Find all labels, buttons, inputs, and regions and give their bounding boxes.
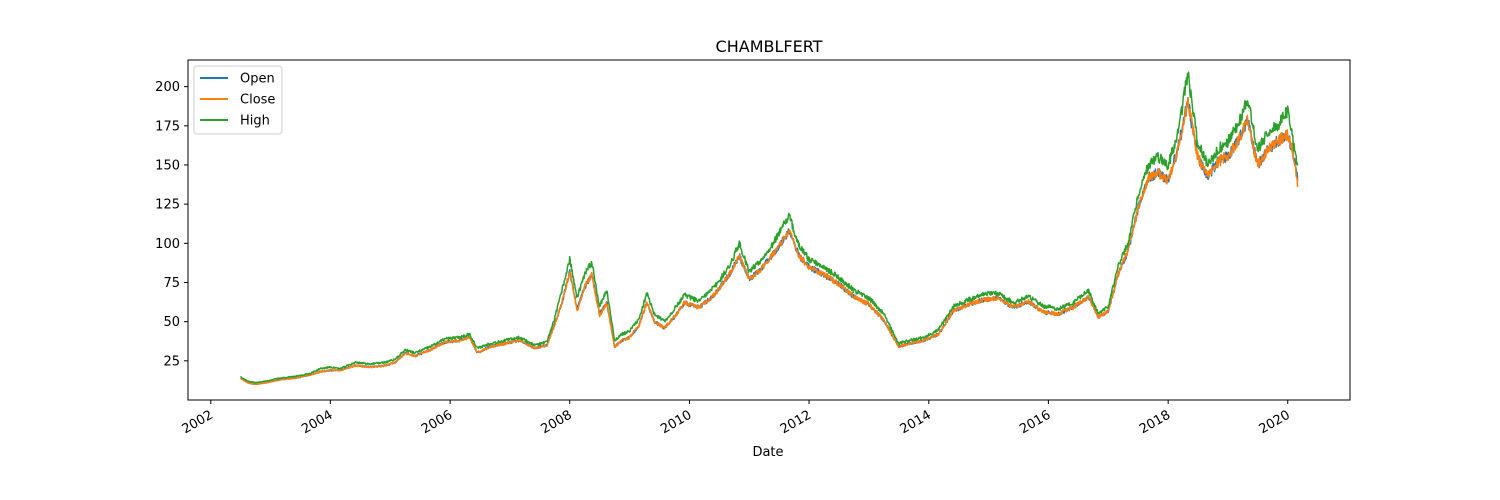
- y-tick-label: 25: [163, 354, 180, 369]
- legend: Open Close High: [193, 65, 283, 135]
- legend-label-open: Open: [240, 72, 275, 87]
- legend-label-close: Close: [240, 93, 275, 108]
- y-tick-label: 100: [155, 237, 180, 252]
- y-tick-label: 50: [163, 315, 180, 330]
- plot-frame: [187, 59, 1351, 401]
- plot-area: [187, 59, 1351, 401]
- series-line-close: [240, 97, 1299, 386]
- y-tick-label: 200: [155, 80, 180, 95]
- y-axis: 25 50 75 100 125 150 175 200: [155, 80, 188, 369]
- y-tick-label: 125: [155, 198, 180, 213]
- series-line-high: [240, 71, 1299, 384]
- y-tick-label: 75: [163, 276, 180, 291]
- y-tick-label: 175: [155, 119, 180, 134]
- series-layer: [240, 71, 1299, 386]
- y-tick-label: 150: [155, 158, 180, 173]
- legend-label-high: High: [240, 114, 270, 129]
- legend-box: [193, 65, 283, 135]
- x-axis-label: Date: [752, 445, 783, 460]
- chart-title: CHAMBLFERT: [716, 37, 823, 56]
